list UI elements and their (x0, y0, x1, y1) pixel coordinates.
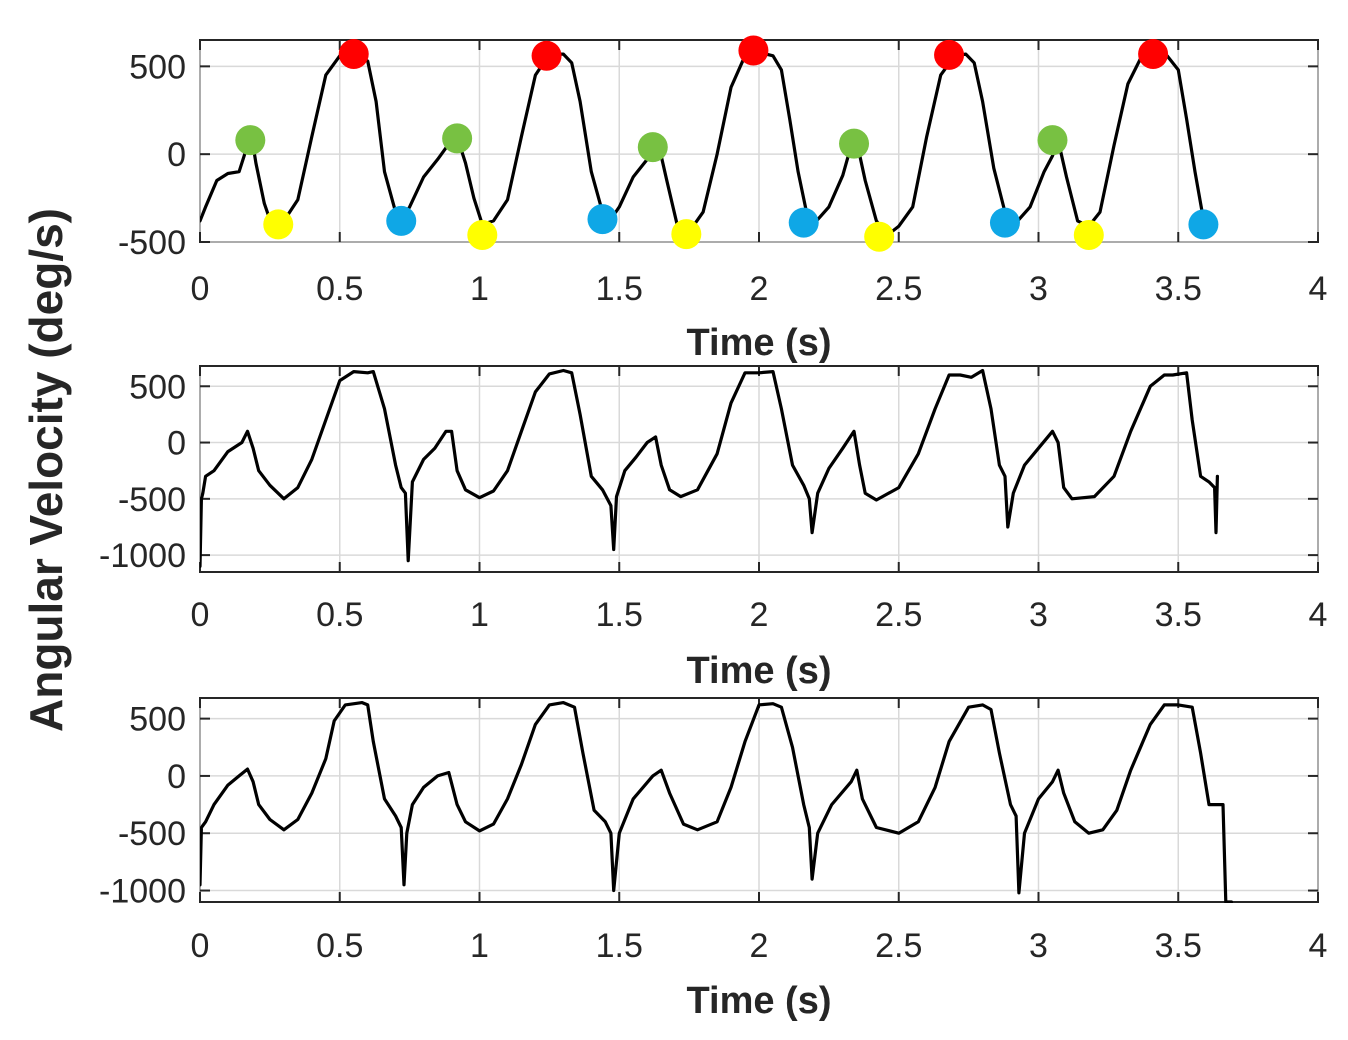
x-tick-label: 1.5 (596, 927, 643, 965)
subplot-3: 0 0.5 1 1.5 2 2.5 3 3.5 4 -1000 -500 0 500 Time (s) (99, 697, 1328, 1022)
x-tick-label: 3 (1029, 927, 1048, 965)
x-tick-label: 1.5 (596, 270, 643, 308)
x-tick-label: 2.5 (875, 270, 922, 308)
x-axis-title: Time (s) (686, 322, 831, 364)
yellow-marker (263, 209, 294, 240)
y-tick-label: 500 (129, 368, 186, 406)
y-tick-label: 0 (167, 758, 186, 796)
y-tick-label: 500 (129, 48, 186, 86)
x-tick-label: 2 (750, 596, 769, 634)
blue-marker (386, 205, 417, 236)
x-tick-label: 3.5 (1155, 270, 1202, 308)
green-marker (637, 132, 668, 163)
x-tick-label: 3.5 (1155, 596, 1202, 634)
green-marker (235, 125, 266, 156)
red-marker (934, 39, 965, 70)
x-tick-label: 4 (1309, 927, 1328, 965)
series-line (200, 701, 1233, 903)
x-tick-label: 0 (191, 927, 210, 965)
red-marker (738, 35, 769, 66)
x-tick-label: 4 (1309, 596, 1328, 634)
x-tick-label: 4 (1309, 270, 1328, 308)
y-tick-label: 500 (129, 701, 186, 739)
blue-marker (587, 204, 618, 235)
x-tick-label: 2 (750, 927, 769, 965)
x-tick-label: 3.5 (1155, 927, 1202, 965)
series-line (200, 368, 1219, 568)
y-tick-label: -500 (118, 481, 186, 519)
blue-marker (1188, 209, 1219, 240)
x-tick-label: 2.5 (875, 596, 922, 634)
x-tick-label: 2 (750, 270, 769, 308)
x-tick-label: 0 (191, 596, 210, 634)
red-marker (338, 39, 369, 70)
blue-marker (989, 207, 1020, 238)
red-marker (531, 40, 562, 71)
y-tick-label: 0 (167, 136, 186, 174)
x-tick-label: 1 (470, 927, 489, 965)
blue-marker (788, 207, 819, 238)
x-axis-title: Time (s) (686, 650, 831, 692)
yellow-marker (671, 219, 702, 250)
x-tick-label: 0.5 (316, 927, 363, 965)
x-tick-label: 2.5 (875, 927, 922, 965)
x-axis-title: Time (s) (686, 980, 831, 1022)
yellow-marker (467, 219, 498, 250)
green-marker (1037, 125, 1068, 156)
x-tick-label: 1 (470, 596, 489, 634)
y-axis-title: Angular Velocity (deg/s) (20, 208, 72, 732)
green-marker (442, 123, 473, 154)
y-tick-label: -1000 (99, 873, 186, 911)
y-tick-label: -500 (118, 224, 186, 262)
y-tick-label: -500 (118, 815, 186, 853)
green-marker (839, 128, 870, 159)
yellow-marker (864, 221, 895, 252)
x-tick-label: 0.5 (316, 270, 363, 308)
y-tick-label: 0 (167, 425, 186, 463)
x-tick-label: 1.5 (596, 596, 643, 634)
x-tick-label: 0.5 (316, 596, 363, 634)
x-tick-label: 3 (1029, 270, 1048, 308)
x-tick-label: 3 (1029, 596, 1048, 634)
subplot-2: 0 0.5 1 1.5 2 2.5 3 3.5 4 -1000 -500 0 500 Time (s) (99, 365, 1328, 692)
x-tick-label: 0 (191, 270, 210, 308)
y-tick-label: -1000 (99, 537, 186, 575)
x-tick-label: 1 (470, 270, 489, 308)
red-marker (1138, 39, 1169, 70)
yellow-marker (1073, 219, 1104, 250)
